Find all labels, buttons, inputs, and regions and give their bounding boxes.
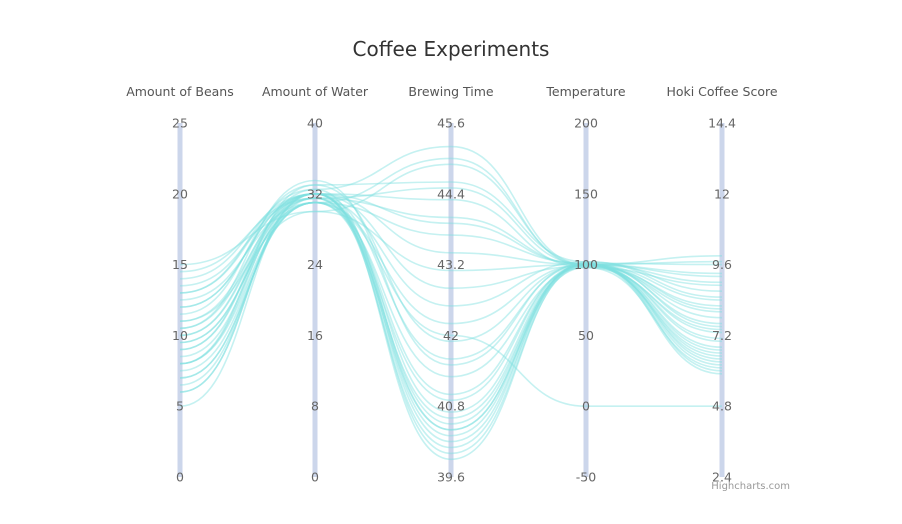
tick-label: 50 bbox=[578, 328, 594, 343]
tick-label: 40 bbox=[307, 116, 323, 131]
tick-label: 7.2 bbox=[712, 328, 732, 343]
series-line-10[interactable] bbox=[179, 192, 723, 443]
series-line-25[interactable] bbox=[179, 163, 723, 322]
tick-label: 10 bbox=[172, 328, 188, 343]
tick-label: 200 bbox=[574, 116, 598, 131]
series-line-19[interactable] bbox=[179, 210, 723, 284]
series-line-26[interactable] bbox=[179, 145, 723, 325]
series-line-14[interactable] bbox=[179, 192, 723, 455]
tick-label: 40.8 bbox=[437, 399, 465, 414]
tick-label: 0 bbox=[311, 470, 319, 485]
series-line-15[interactable] bbox=[179, 201, 723, 325]
series-line-3[interactable] bbox=[179, 197, 723, 431]
tick-label: 4.8 bbox=[712, 399, 732, 414]
axis-title-2: Amount of Water bbox=[262, 84, 369, 99]
series-line-17[interactable] bbox=[179, 197, 723, 307]
series-line-5[interactable] bbox=[179, 201, 723, 419]
axis-title-3: Brewing Time bbox=[408, 84, 494, 99]
series-line-29[interactable] bbox=[179, 192, 723, 393]
series-line-16[interactable] bbox=[179, 192, 723, 461]
series-line-28[interactable] bbox=[179, 187, 723, 273]
tick-label: 25 bbox=[172, 116, 188, 131]
tick-label: 44.4 bbox=[437, 186, 465, 201]
tick-label: 9.6 bbox=[712, 257, 732, 272]
axes-layer bbox=[177, 123, 725, 477]
series-line-13[interactable] bbox=[179, 184, 723, 343]
tick-label: 150 bbox=[574, 186, 598, 201]
tick-label: 42 bbox=[443, 328, 459, 343]
tick-label: 43.2 bbox=[437, 257, 465, 272]
series-line-24[interactable] bbox=[179, 181, 723, 365]
axis-title-1: Amount of Beans bbox=[126, 84, 233, 99]
credits-link[interactable]: Highcharts.com bbox=[711, 481, 790, 492]
series-line-7[interactable] bbox=[179, 197, 723, 396]
series-line-11[interactable] bbox=[179, 192, 723, 360]
tick-label: 39.6 bbox=[437, 470, 465, 485]
series-line-1[interactable] bbox=[179, 192, 723, 413]
tick-label: -50 bbox=[576, 470, 596, 485]
series-line-2[interactable] bbox=[179, 192, 723, 425]
axis-title-5: Hoki Coffee Score bbox=[666, 84, 777, 99]
series-line-22[interactable] bbox=[179, 197, 723, 337]
tick-label: 12 bbox=[714, 186, 730, 201]
tick-label: 100 bbox=[574, 257, 598, 272]
series-line-9[interactable] bbox=[179, 201, 723, 378]
tick-label: 45.6 bbox=[437, 116, 465, 131]
series-line-21[interactable] bbox=[179, 201, 723, 379]
series-line-30[interactable] bbox=[179, 179, 723, 366]
series-line-6[interactable] bbox=[179, 192, 723, 437]
tick-label: 16 bbox=[307, 328, 323, 343]
tick-label: 8 bbox=[311, 399, 319, 414]
series-line-23[interactable] bbox=[179, 192, 723, 308]
tick-label: 20 bbox=[172, 186, 188, 201]
axis-title-4: Temperature bbox=[545, 84, 625, 99]
series-line-12[interactable] bbox=[179, 197, 723, 449]
series-line-31[interactable] bbox=[179, 201, 722, 408]
tick-label: 0 bbox=[176, 470, 184, 485]
series-line-18[interactable] bbox=[179, 192, 723, 313]
series-layer bbox=[179, 145, 723, 461]
series-line-27[interactable] bbox=[179, 157, 723, 344]
tick-label: 14.4 bbox=[708, 116, 736, 131]
tick-label: 2.4 bbox=[712, 470, 732, 485]
tick-labels-layer: Amount of Beans 0 5 10 15 20 25 Amount of Water… bbox=[126, 84, 778, 485]
tick-label: 24 bbox=[307, 257, 323, 272]
series-line-8[interactable] bbox=[179, 188, 723, 431]
tick-label: 5 bbox=[176, 399, 184, 414]
tick-label: 0 bbox=[582, 399, 590, 414]
series-line-20[interactable] bbox=[179, 192, 723, 351]
tick-label: 15 bbox=[172, 257, 188, 272]
chart-title: Coffee Experiments bbox=[353, 37, 550, 61]
series-line-4[interactable] bbox=[179, 201, 723, 402]
tick-label: 32 bbox=[307, 186, 323, 201]
